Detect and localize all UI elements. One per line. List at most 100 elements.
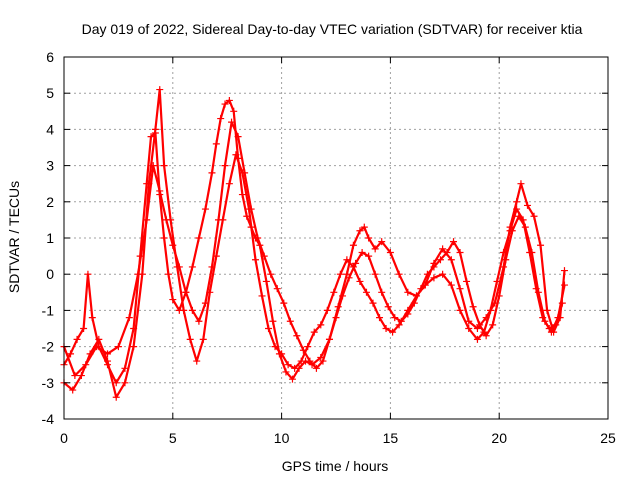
series-track-1	[60, 96, 568, 387]
data-point	[323, 306, 331, 314]
data-point	[500, 248, 508, 256]
data-point	[382, 325, 390, 332]
data-point	[439, 245, 447, 253]
data-point	[360, 223, 368, 231]
data-point	[212, 140, 220, 148]
data-point	[201, 299, 209, 307]
data-point	[537, 241, 545, 249]
data-point	[164, 270, 172, 278]
data-point	[214, 216, 222, 224]
data-point	[297, 357, 305, 365]
data-point	[378, 238, 386, 246]
data-point	[180, 306, 188, 314]
data-point	[77, 372, 85, 380]
y-tick-label: 3	[46, 158, 54, 174]
y-tick-label: 5	[46, 85, 54, 101]
y-tick-label: -3	[42, 375, 55, 391]
data-point	[299, 346, 307, 354]
data-point	[304, 343, 312, 351]
data-point	[450, 238, 458, 246]
data-point	[84, 270, 92, 278]
data-point	[447, 256, 455, 264]
y-tick-label: -1	[42, 302, 55, 318]
data-point	[160, 234, 168, 242]
series-line	[63, 99, 566, 384]
data-point	[288, 375, 296, 383]
data-point	[67, 350, 75, 358]
data-point	[439, 270, 447, 278]
data-point	[169, 296, 177, 304]
data-point	[247, 205, 255, 213]
data-point	[469, 303, 477, 311]
data-point	[251, 256, 259, 264]
data-point	[280, 299, 288, 307]
data-point	[356, 277, 364, 285]
data-point	[495, 292, 503, 300]
data-point	[273, 285, 281, 293]
data-point	[560, 267, 568, 275]
data-point	[175, 263, 183, 271]
data-point	[69, 386, 77, 394]
data-point	[188, 263, 196, 271]
y-tick-label: 4	[46, 121, 54, 137]
data-point	[278, 350, 286, 358]
data-point	[134, 270, 142, 278]
data-point	[143, 216, 151, 224]
data-point	[541, 317, 549, 325]
data-point	[282, 368, 290, 376]
data-point	[362, 288, 370, 296]
y-tick-label: 0	[46, 266, 54, 282]
data-point	[443, 248, 451, 256]
data-point	[217, 115, 225, 123]
data-point	[513, 198, 521, 206]
data-point	[430, 274, 438, 282]
data-point	[515, 212, 523, 220]
data-point	[162, 216, 170, 224]
data-point	[395, 321, 403, 329]
data-point	[345, 274, 353, 282]
data-series	[60, 86, 568, 401]
data-point	[330, 288, 338, 296]
y-tick-label: 2	[46, 194, 54, 210]
data-point	[493, 277, 501, 285]
data-point	[489, 321, 497, 329]
series-track-2	[60, 86, 566, 401]
data-point	[486, 306, 494, 314]
data-point	[447, 281, 455, 289]
data-point	[397, 317, 405, 325]
data-point	[80, 325, 88, 332]
data-point	[221, 162, 229, 170]
data-point	[125, 314, 133, 322]
data-point	[317, 321, 325, 329]
data-point	[114, 343, 122, 351]
data-point	[225, 96, 233, 104]
data-point	[112, 393, 120, 401]
data-point	[112, 379, 120, 387]
data-point	[349, 241, 357, 249]
data-point	[238, 191, 246, 199]
data-point	[371, 245, 379, 253]
x-tick-label: 20	[491, 430, 507, 446]
data-point	[310, 328, 318, 336]
data-point	[365, 252, 373, 260]
data-point	[534, 288, 542, 296]
data-point	[258, 292, 266, 300]
data-point	[371, 270, 379, 278]
data-point	[195, 317, 203, 325]
chart-title: Day 019 of 2022, Sidereal Day-to-day VTE…	[82, 21, 583, 37]
data-point	[319, 357, 327, 365]
data-point	[473, 325, 481, 332]
data-point	[265, 325, 273, 332]
data-point	[395, 270, 403, 278]
data-point	[343, 256, 351, 264]
data-point	[130, 343, 138, 351]
data-point	[93, 343, 101, 351]
data-point	[293, 332, 301, 340]
data-point	[391, 314, 399, 322]
y-tick-label: -2	[42, 339, 55, 355]
data-point	[208, 263, 216, 271]
y-tick-label: 1	[46, 230, 54, 246]
data-point	[182, 288, 190, 296]
data-point	[325, 335, 333, 343]
